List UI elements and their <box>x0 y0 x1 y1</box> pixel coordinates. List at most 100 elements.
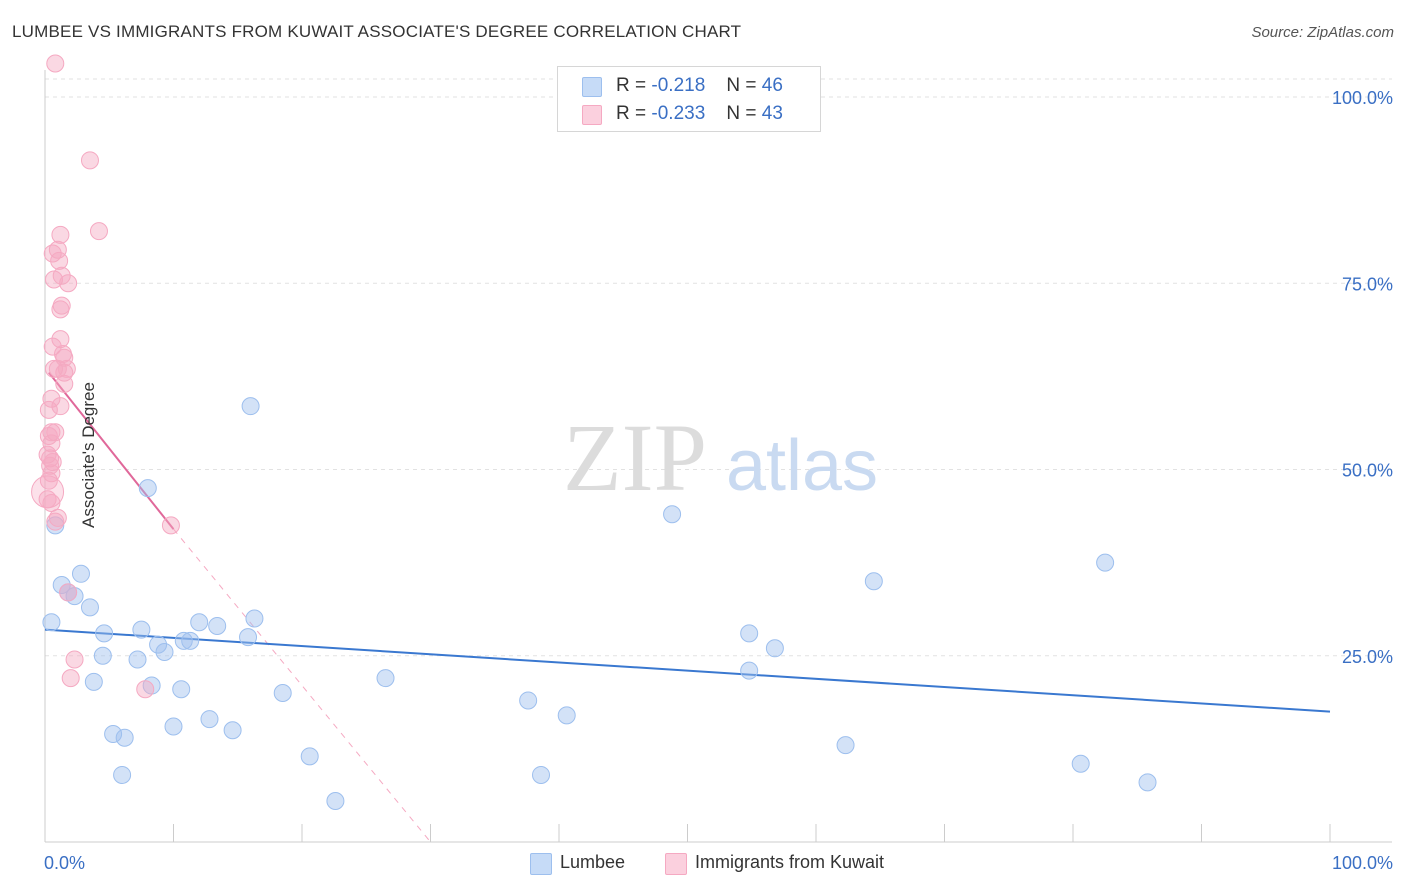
lumbee-point <box>84 672 103 691</box>
lumbee-legend-label: Lumbee <box>560 852 626 872</box>
lumbee-point <box>1096 553 1115 572</box>
lumbee-point <box>208 616 227 635</box>
lumbee-point <box>104 724 123 743</box>
lumbee-point <box>113 765 132 784</box>
kuwait-point <box>42 494 61 513</box>
kuwait-point <box>65 650 84 669</box>
trend-lines <box>44 372 1331 843</box>
lumbee-point <box>80 598 99 617</box>
kuwait-point <box>55 374 74 393</box>
kuwait-point <box>42 434 61 453</box>
kuwait-point <box>39 426 58 445</box>
watermark-atlas: atlas <box>726 426 878 506</box>
tick-labels: 25.0% 50.0% 75.0% 100.0% 0.0% 100.0% <box>44 88 1393 873</box>
stats-legend: R = -0.218 N = 46 R = -0.233 N = 43 <box>557 66 821 132</box>
lumbee-legend-swatch <box>530 853 552 875</box>
lumbee-point <box>95 624 114 643</box>
lumbee-n-value: 46 <box>761 75 783 96</box>
lumbee-point <box>532 765 551 784</box>
lumbee-point <box>1071 754 1090 773</box>
kuwait-point <box>80 151 99 170</box>
kuwait-r-value: -0.233 <box>651 103 706 124</box>
lumbee-point <box>557 706 576 725</box>
lumbee-point <box>239 628 258 647</box>
kuwait-point <box>39 400 58 419</box>
lumbee-point <box>519 691 538 710</box>
lumbee-point <box>245 609 264 628</box>
lumbee-point <box>52 575 71 594</box>
lumbee-point <box>138 479 157 498</box>
y-tick-label: 100.0% <box>1332 88 1393 108</box>
kuwait-point <box>59 274 78 293</box>
kuwait-point <box>51 397 70 416</box>
y-tick-label: 25.0% <box>1342 647 1393 667</box>
kuwait-point <box>55 348 74 367</box>
data-points <box>31 54 1157 811</box>
lumbee-point <box>132 620 151 639</box>
kuwait-point <box>57 359 76 378</box>
lumbee-point <box>172 680 191 699</box>
lumbee-point <box>864 572 883 591</box>
lumbee-point <box>174 631 193 650</box>
kuwait-trend-line <box>48 372 175 530</box>
kuwait-cluster-point <box>31 475 65 509</box>
trend-extension-1 <box>173 528 431 843</box>
lumbee-point <box>200 710 219 729</box>
lumbee-point <box>836 736 855 755</box>
kuwait-point <box>46 512 65 531</box>
kuwait-point <box>43 244 62 263</box>
kuwait-legend-swatch <box>665 853 687 875</box>
lumbee-point <box>42 613 61 632</box>
kuwait-point <box>50 251 69 270</box>
lumbee-point <box>223 721 242 740</box>
lumbee-r-value: -0.218 <box>651 75 706 96</box>
y-tick-label: 75.0% <box>1342 274 1393 294</box>
lumbee-point <box>740 624 759 643</box>
kuwait-point <box>89 222 108 241</box>
x-tick-label-min: 0.0% <box>44 853 85 873</box>
lumbee-point <box>128 650 147 669</box>
kuwait-point <box>44 270 63 289</box>
lumbee-trend-line <box>44 628 1331 713</box>
kuwait-point <box>42 389 61 408</box>
lumbee-point <box>300 747 319 766</box>
lumbee-point <box>71 564 90 583</box>
lumbee-point <box>326 792 345 811</box>
lumbee-swatch <box>582 77 602 97</box>
kuwait-point <box>136 680 155 699</box>
lumbee-point <box>765 639 784 658</box>
lumbee-point <box>93 646 112 665</box>
lumbee-point <box>241 397 260 416</box>
kuwait-point <box>61 669 80 688</box>
source-label: Source: ZipAtlas.com <box>1251 24 1394 41</box>
y-tick-label: 50.0% <box>1342 461 1393 481</box>
kuwait-swatch <box>582 105 602 125</box>
lumbee-point <box>190 613 209 632</box>
lumbee-point <box>115 728 134 747</box>
kuwait-point <box>46 54 65 73</box>
lumbee-point <box>164 717 183 736</box>
axes <box>44 70 1392 843</box>
kuwait-point <box>51 225 70 244</box>
x-tick-label-max: 100.0% <box>1332 853 1393 873</box>
kuwait-n-value: 43 <box>761 103 783 124</box>
lumbee-point <box>1138 773 1157 792</box>
kuwait-point <box>41 456 60 475</box>
kuwait-point <box>59 583 78 602</box>
watermark-zip: ZIP <box>563 404 707 511</box>
lumbee-point <box>273 684 292 702</box>
kuwait-legend-label: Immigrants from Kuwait <box>695 852 885 872</box>
lumbee-point <box>149 635 168 654</box>
lumbee-point <box>181 631 200 650</box>
lumbee-point <box>46 516 65 535</box>
kuwait-point <box>42 464 61 483</box>
lumbee-point <box>663 505 682 524</box>
kuwait-point <box>51 300 70 319</box>
kuwait-point <box>43 337 62 356</box>
gridlines <box>45 78 1392 657</box>
lumbee-point <box>376 669 395 688</box>
kuwait-point <box>51 330 70 349</box>
y-axis-label: Associate's Degree <box>78 382 98 528</box>
chart-title: LUMBEE VS IMMIGRANTS FROM KUWAIT ASSOCIA… <box>12 22 742 41</box>
